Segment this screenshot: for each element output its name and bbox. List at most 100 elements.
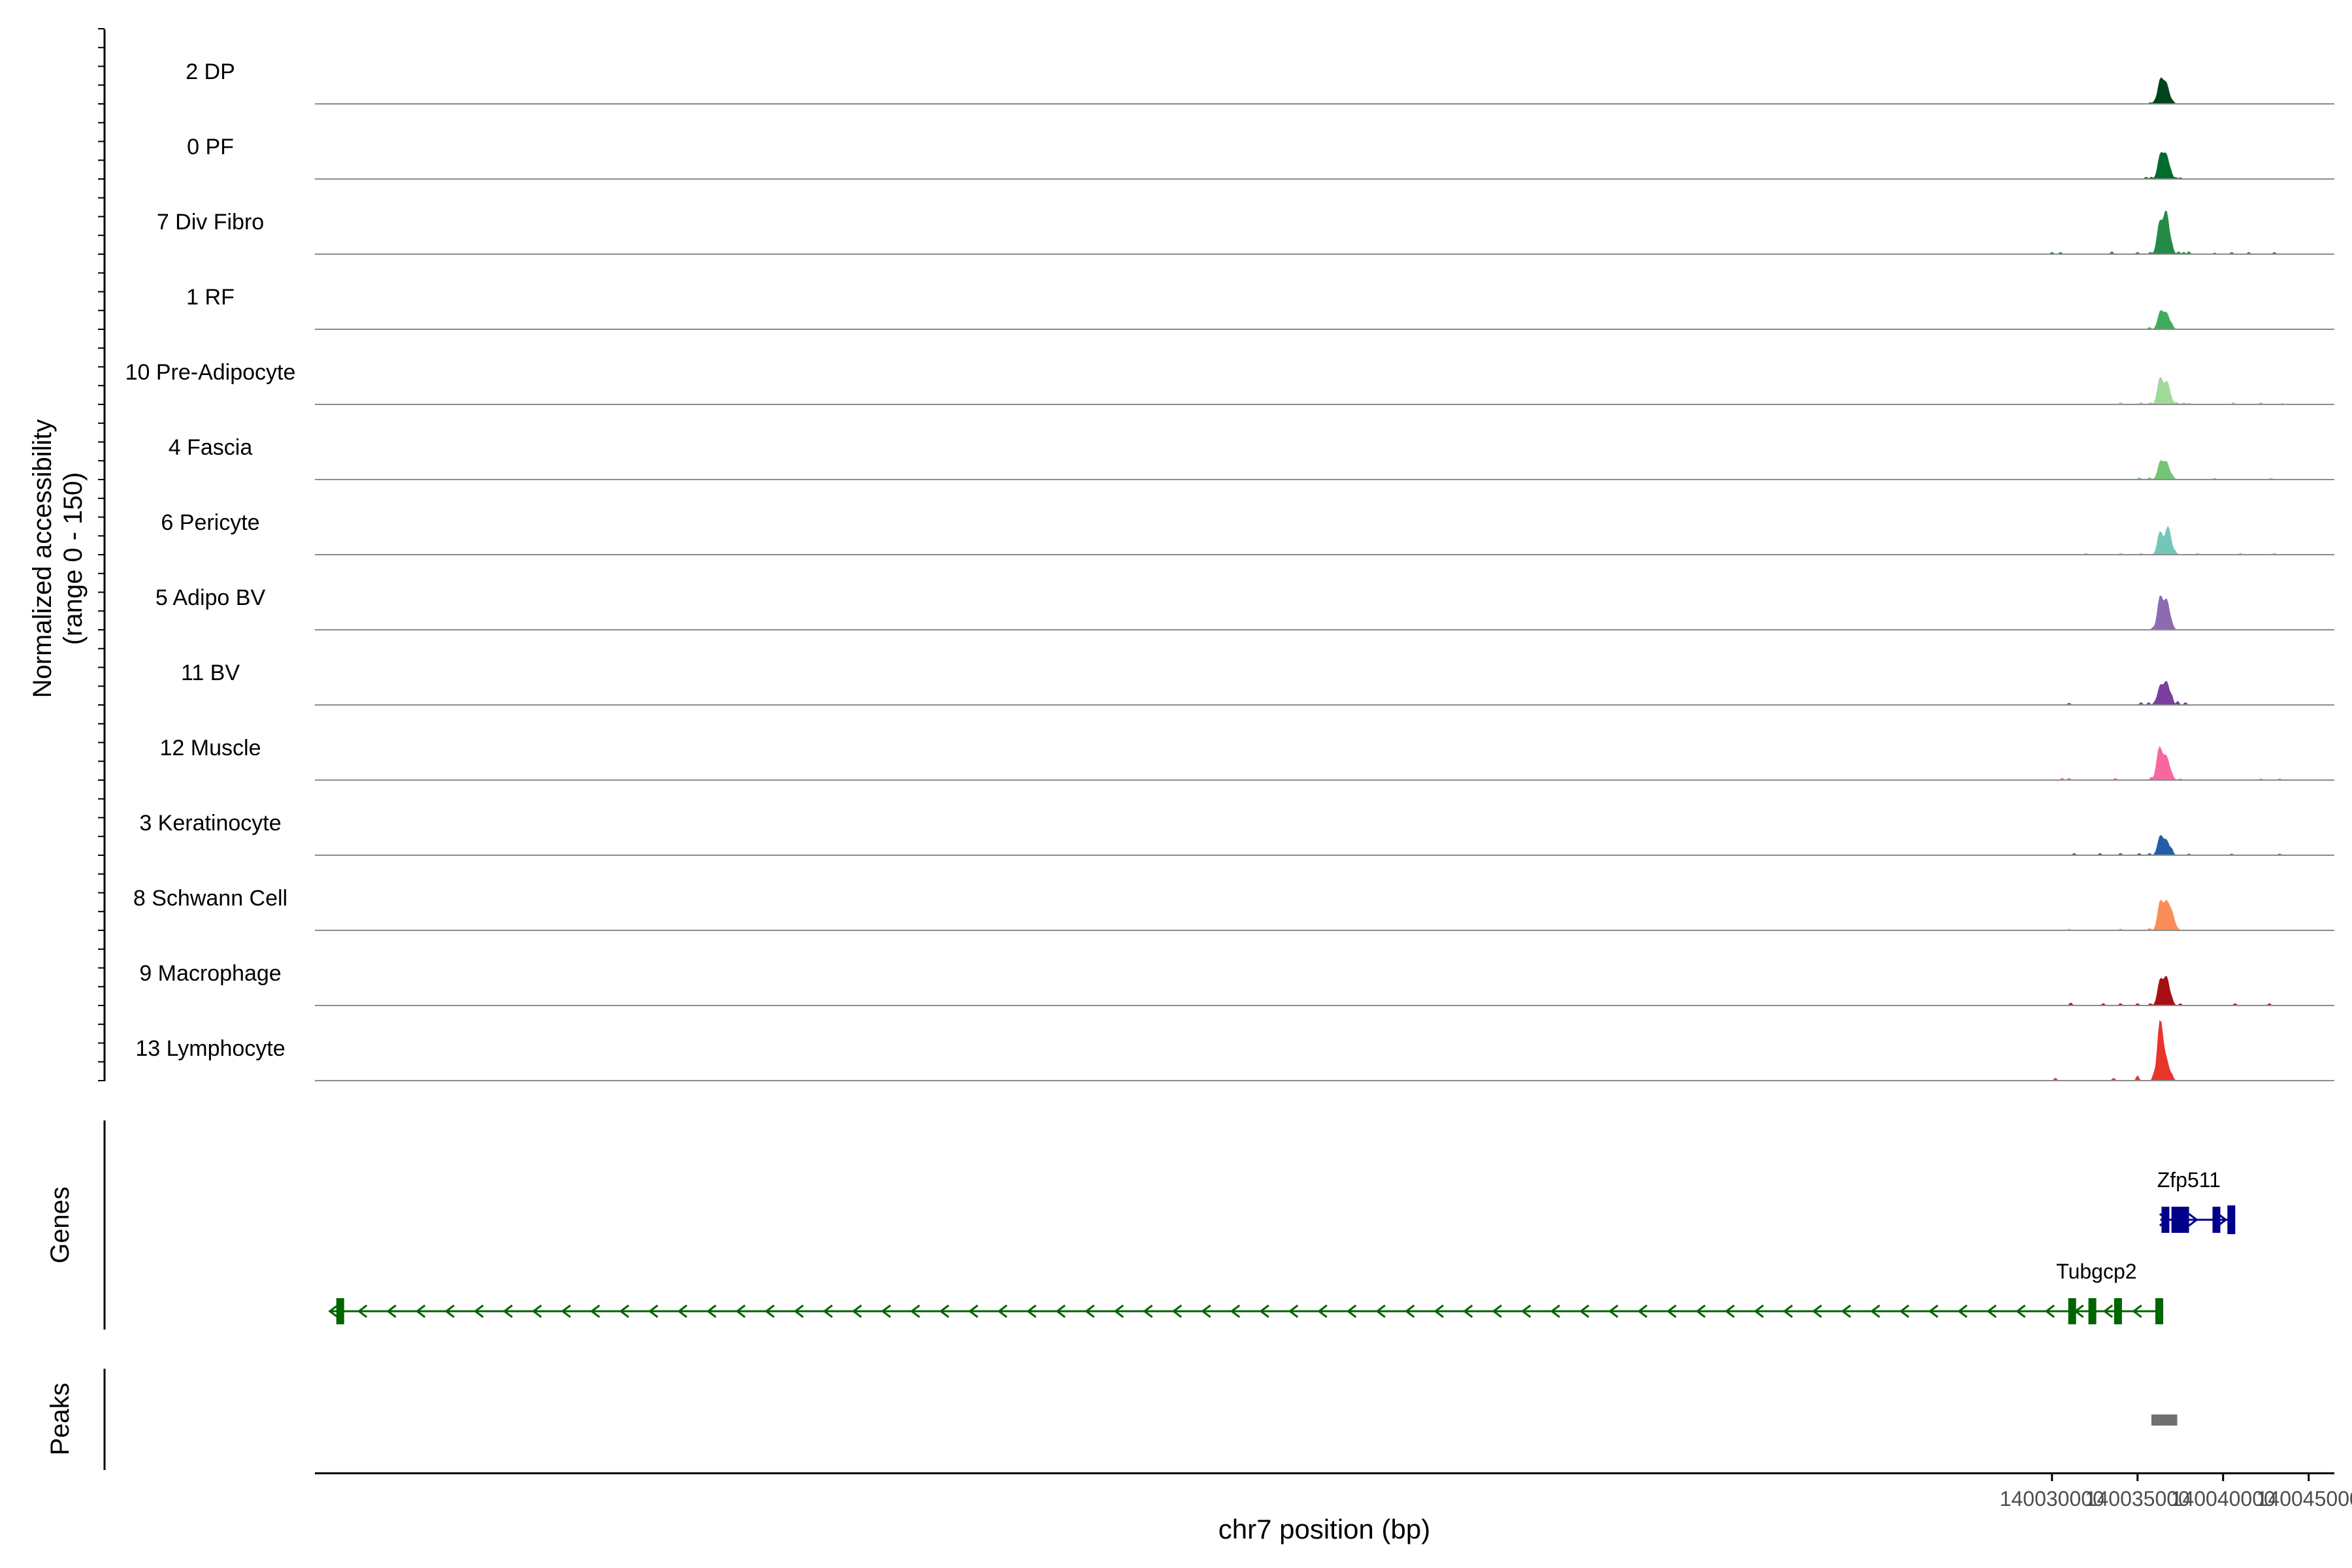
track-label-5: 10 Pre-Adipocyte (125, 360, 296, 385)
track-4: 1 RF (186, 285, 2334, 330)
strand-arrow-icon (1143, 1304, 1153, 1318)
gene-exon (2181, 1207, 2189, 1233)
strand-arrow-icon (328, 1304, 338, 1318)
strand-arrow-icon (1579, 1304, 1590, 1318)
strand-arrow-icon (677, 1304, 688, 1318)
track-label-2: 0 PF (187, 135, 234, 159)
strand-arrow-icon (1317, 1304, 1328, 1318)
strand-arrow-icon (1957, 1304, 1968, 1318)
gene-exon (2155, 1298, 2164, 1324)
strand-arrow-icon (1754, 1304, 1764, 1318)
track-signal-9 (366, 681, 2283, 706)
strand-arrow-icon (735, 1304, 746, 1318)
track-label-12: 8 Schwann Cell (133, 886, 287, 911)
y-axis-title-line2: (range 0 - 150) (59, 472, 88, 645)
strand-arrow-icon (561, 1304, 571, 1318)
track-14: 13 Lymphocyte (135, 1020, 2334, 1081)
track-signal-1 (366, 77, 2283, 105)
strand-arrow-icon (1870, 1304, 1880, 1318)
strand-arrow-icon (2217, 1213, 2228, 1227)
track-label-7: 6 Pericyte (161, 510, 259, 535)
strand-arrow-icon (909, 1304, 921, 1318)
strand-arrow-icon (2188, 1213, 2198, 1227)
strand-arrow-icon (532, 1304, 542, 1318)
track-signal-10 (366, 745, 2283, 781)
genes-axis-title: Genes (46, 1186, 74, 1264)
strand-arrow-icon (1230, 1304, 1241, 1318)
gene-zfp511: Zfp511 (2157, 1168, 2236, 1234)
strand-arrow-icon (619, 1304, 630, 1318)
track-12: 8 Schwann Cell (133, 886, 2334, 931)
track-label-4: 1 RF (186, 285, 235, 310)
strand-arrow-icon (590, 1304, 600, 1318)
strand-arrow-icon (2102, 1304, 2114, 1318)
track-signal-14 (366, 1020, 2283, 1081)
strand-arrow-icon (1026, 1304, 1037, 1318)
strand-arrow-icon (1521, 1304, 1531, 1318)
strand-arrow-icon (473, 1304, 484, 1318)
strand-arrow-icon (997, 1304, 1007, 1318)
strand-arrow-icon (764, 1304, 775, 1318)
strand-arrow-icon (1404, 1304, 1415, 1318)
gene-exon (2088, 1298, 2097, 1324)
track-label-8: 5 Adipo BV (155, 585, 266, 610)
strand-arrow-icon (1550, 1304, 1561, 1318)
strand-arrow-icon (1055, 1304, 1066, 1318)
strand-arrow-icon (851, 1304, 862, 1318)
strand-arrow-icon (1259, 1304, 1269, 1318)
peaks-axis-title: Peaks (46, 1382, 74, 1455)
strand-arrow-icon (1171, 1304, 1183, 1318)
strand-arrow-icon (1666, 1304, 1677, 1318)
strand-arrow-icon (1724, 1304, 1735, 1318)
strand-arrow-icon (1899, 1304, 1910, 1318)
gene-exon (2068, 1298, 2076, 1324)
strand-arrow-icon (1695, 1304, 1706, 1318)
track-signal-8 (366, 595, 2283, 630)
coverage-y-axis-ticks (98, 28, 105, 1081)
strand-arrow-icon (2132, 1304, 2142, 1318)
strand-arrow-icon (1201, 1304, 1211, 1318)
track-label-3: 7 Div Fibro (157, 210, 264, 235)
track-label-10: 12 Muscle (160, 736, 261, 760)
strand-arrow-icon (1812, 1304, 1822, 1318)
coverage-tracks: 2 DP 0 PF 7 Div Fibro 1 RF 10 Pre-Adipocyte 4… (125, 59, 2334, 1081)
strand-arrow-icon (2016, 1304, 2026, 1318)
x-tick-label: 140035000 (2085, 1487, 2190, 1511)
strand-arrow-icon (1782, 1304, 1793, 1318)
track-5: 10 Pre-Adipocyte (125, 360, 2334, 405)
track-signal-6 (366, 460, 2283, 480)
track-11: 3 Keratinocyte (139, 811, 2334, 856)
track-2: 0 PF (187, 135, 2334, 180)
track-signal-4 (366, 310, 2283, 330)
strand-arrow-icon (1608, 1304, 1619, 1318)
strand-arrow-icon (1986, 1304, 1997, 1318)
strand-arrow-icon (357, 1304, 368, 1318)
x-tick-label: 140045000 (2257, 1487, 2352, 1511)
track-10: 12 Muscle (160, 736, 2334, 781)
track-label-11: 3 Keratinocyte (139, 811, 281, 836)
gene-exon (2161, 1207, 2170, 1233)
strand-arrow-icon (502, 1304, 513, 1318)
y-axis-title-line1: Normalized accessibility (28, 419, 57, 698)
strand-arrow-icon (968, 1304, 979, 1318)
gene-tubgcp2: Tubgcp2 (328, 1260, 2164, 1324)
gene-exon (336, 1298, 344, 1324)
track-3: 7 Div Fibro (157, 210, 2334, 255)
gene-label-tubgcp2: Tubgcp2 (2056, 1260, 2136, 1283)
strand-arrow-icon (939, 1304, 949, 1318)
gene-exon (2212, 1207, 2221, 1233)
track-signal-13 (366, 976, 2283, 1006)
peak-region-track (2151, 1414, 2178, 1426)
x-axis-title: chr7 position (bp) (1218, 1514, 1431, 1544)
strand-arrow-icon (648, 1304, 659, 1318)
track-1: 2 DP (186, 59, 2334, 105)
gene-exon (2114, 1298, 2122, 1324)
track-signal-11 (366, 835, 2283, 856)
track-9: 11 BV (181, 661, 2334, 706)
track-7: 6 Pericyte (161, 510, 2334, 555)
x-tick-label: 140040000 (2171, 1487, 2276, 1511)
strand-arrow-icon (1928, 1304, 1938, 1318)
peak-region-1 (2151, 1414, 2178, 1426)
